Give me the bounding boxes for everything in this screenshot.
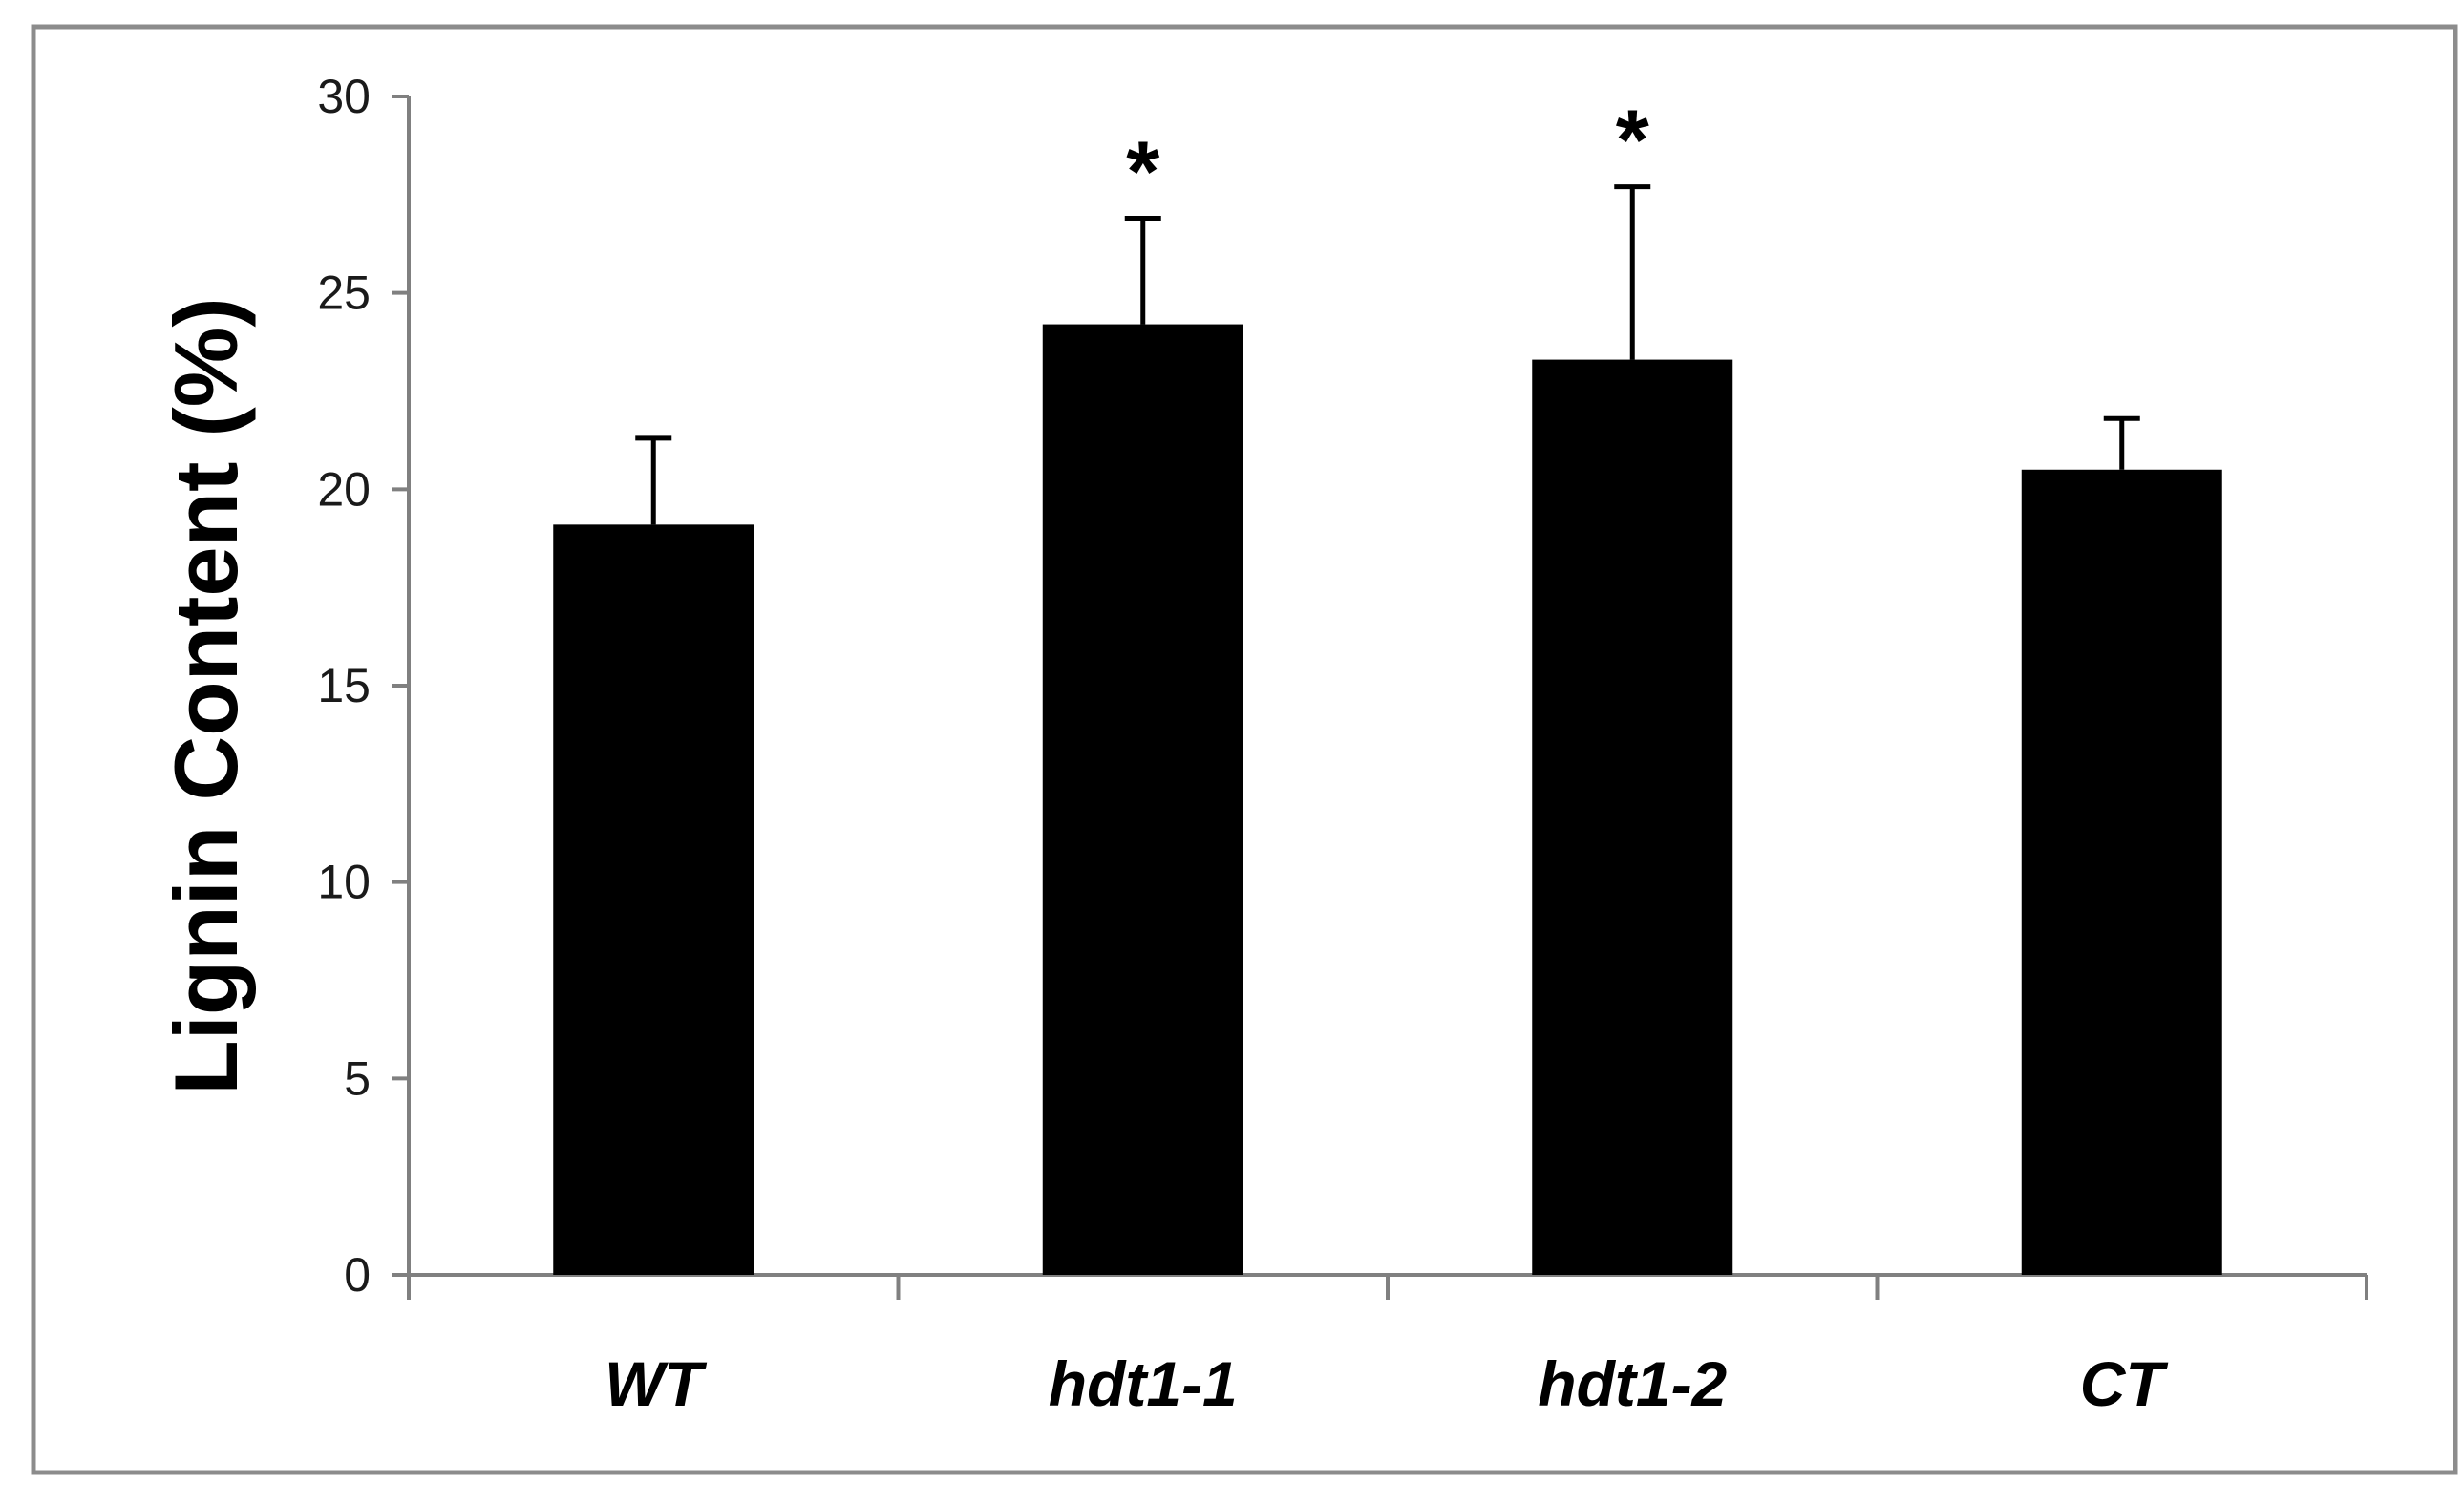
- y-axis-title: Lignin Content (%): [156, 297, 256, 1094]
- significance-marker: *: [1616, 94, 1649, 189]
- bar: [553, 524, 754, 1275]
- x-tick-label: WT: [605, 1348, 707, 1419]
- x-tick-label: hdt1-1: [1049, 1348, 1238, 1419]
- y-tick-label: 0: [344, 1248, 371, 1302]
- significance-marker: *: [1126, 125, 1159, 221]
- bar: [1532, 359, 1733, 1275]
- bar: [2021, 469, 2222, 1275]
- bar: [1042, 324, 1243, 1275]
- x-tick-label: hdt1-2: [1538, 1348, 1727, 1419]
- y-tick-label: 10: [317, 856, 371, 909]
- y-tick-label: 30: [317, 70, 371, 123]
- y-tick-label: 5: [344, 1051, 371, 1105]
- y-tick-label: 15: [317, 659, 371, 712]
- y-tick-label: 20: [317, 462, 371, 516]
- y-tick-label: 25: [317, 266, 371, 320]
- x-tick-label: CT: [2080, 1348, 2169, 1419]
